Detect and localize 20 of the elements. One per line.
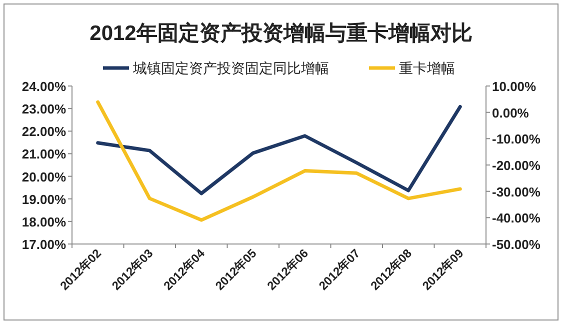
- y-tick-label: 23.00%: [22, 102, 66, 117]
- y2-tick-label: -30.00%: [492, 184, 541, 200]
- y2-tick-label: 10.00%: [492, 79, 537, 94]
- y-tick-label: 20.00%: [22, 169, 66, 184]
- line-series: [96, 105, 462, 196]
- y-tick-label: 18.00%: [22, 214, 66, 230]
- y2-tick-label: -10.00%: [492, 132, 541, 147]
- y-tick-label: 19.00%: [22, 192, 66, 207]
- y-tick-label: 22.00%: [22, 124, 66, 140]
- y2-tick-label: 0.00%: [492, 105, 530, 120]
- y-tick-label: 21.00%: [22, 146, 66, 162]
- chart-title: 2012年固定资产投资增幅与重卡增幅对比: [90, 21, 472, 45]
- legend-label: 城镇固定资产投资固定同比增幅: [132, 60, 329, 76]
- y-tick-label: 24.00%: [22, 79, 66, 94]
- y2-tick-label: -20.00%: [492, 158, 541, 173]
- line-series: [96, 100, 462, 222]
- y2-tick-label: -40.00%: [492, 210, 541, 226]
- legend-label: 重卡增幅: [399, 60, 455, 76]
- y2-tick-label: -50.00%: [492, 237, 541, 252]
- y-tick-label: 17.00%: [22, 237, 66, 252]
